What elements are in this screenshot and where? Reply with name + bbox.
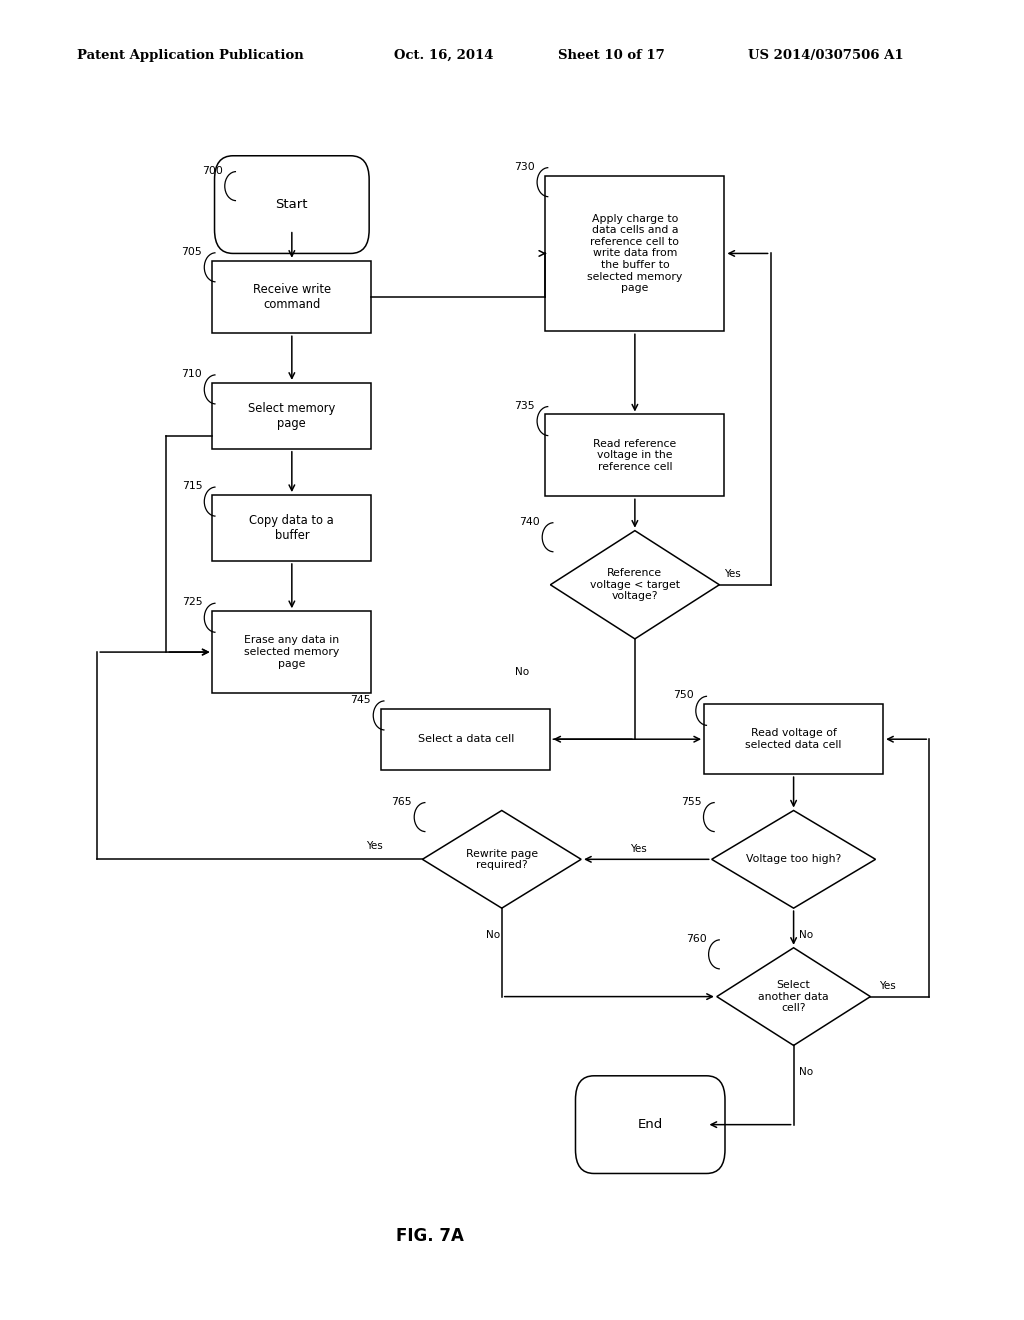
Text: No: No [486,929,501,940]
Text: Select
another data
cell?: Select another data cell? [759,979,828,1014]
Text: 750: 750 [673,690,694,700]
Text: Patent Application Publication: Patent Application Publication [77,49,303,62]
FancyBboxPatch shape [215,156,369,253]
FancyBboxPatch shape [575,1076,725,1173]
Text: Receive write
command: Receive write command [253,282,331,312]
Text: 765: 765 [391,796,412,807]
Text: 700: 700 [202,165,222,176]
Text: 705: 705 [181,247,202,256]
Text: 710: 710 [181,368,202,379]
Text: 760: 760 [686,933,707,944]
Text: 725: 725 [181,597,202,607]
Text: FIG. 7A: FIG. 7A [396,1226,464,1245]
Text: Select memory
page: Select memory page [248,401,336,430]
Text: Apply charge to
data cells and a
reference cell to
write data from
the buffer to: Apply charge to data cells and a referen… [587,214,683,293]
Text: Yes: Yes [879,981,895,991]
Bar [212,611,371,693]
Text: Yes: Yes [367,841,383,851]
Text: No: No [514,667,528,677]
Text: Oct. 16, 2014: Oct. 16, 2014 [394,49,494,62]
Text: Reference
voltage < target
voltage?: Reference voltage < target voltage? [590,568,680,602]
Text: 740: 740 [519,516,541,527]
Text: 730: 730 [514,161,535,172]
Text: Voltage too high?: Voltage too high? [745,854,842,865]
Text: Select a data cell: Select a data cell [418,734,514,744]
Text: Sheet 10 of 17: Sheet 10 of 17 [558,49,665,62]
Text: Copy data to a
buffer: Copy data to a buffer [250,513,334,543]
Text: Start: Start [275,198,308,211]
Text: Erase any data in
selected memory
page: Erase any data in selected memory page [244,635,340,669]
Bar [381,709,551,770]
Text: Yes: Yes [725,569,741,579]
Bar [545,414,725,496]
Text: End: End [638,1118,663,1131]
Bar [212,260,371,333]
Bar [212,495,371,561]
Text: 715: 715 [181,480,202,491]
Bar [545,176,725,331]
Polygon shape [551,531,719,639]
Text: No: No [799,1067,813,1077]
Text: Read reference
voltage in the
reference cell: Read reference voltage in the reference … [593,438,677,473]
Polygon shape [717,948,870,1045]
Text: US 2014/0307506 A1: US 2014/0307506 A1 [748,49,903,62]
Bar [705,705,883,774]
Text: 755: 755 [681,796,701,807]
Text: Rewrite page
required?: Rewrite page required? [466,849,538,870]
Text: Yes: Yes [630,843,646,854]
Polygon shape [712,810,876,908]
Polygon shape [422,810,582,908]
Text: Read voltage of
selected data cell: Read voltage of selected data cell [745,729,842,750]
Bar [212,383,371,449]
Text: 735: 735 [514,400,535,411]
Text: 745: 745 [350,694,371,705]
Text: No: No [799,929,813,940]
